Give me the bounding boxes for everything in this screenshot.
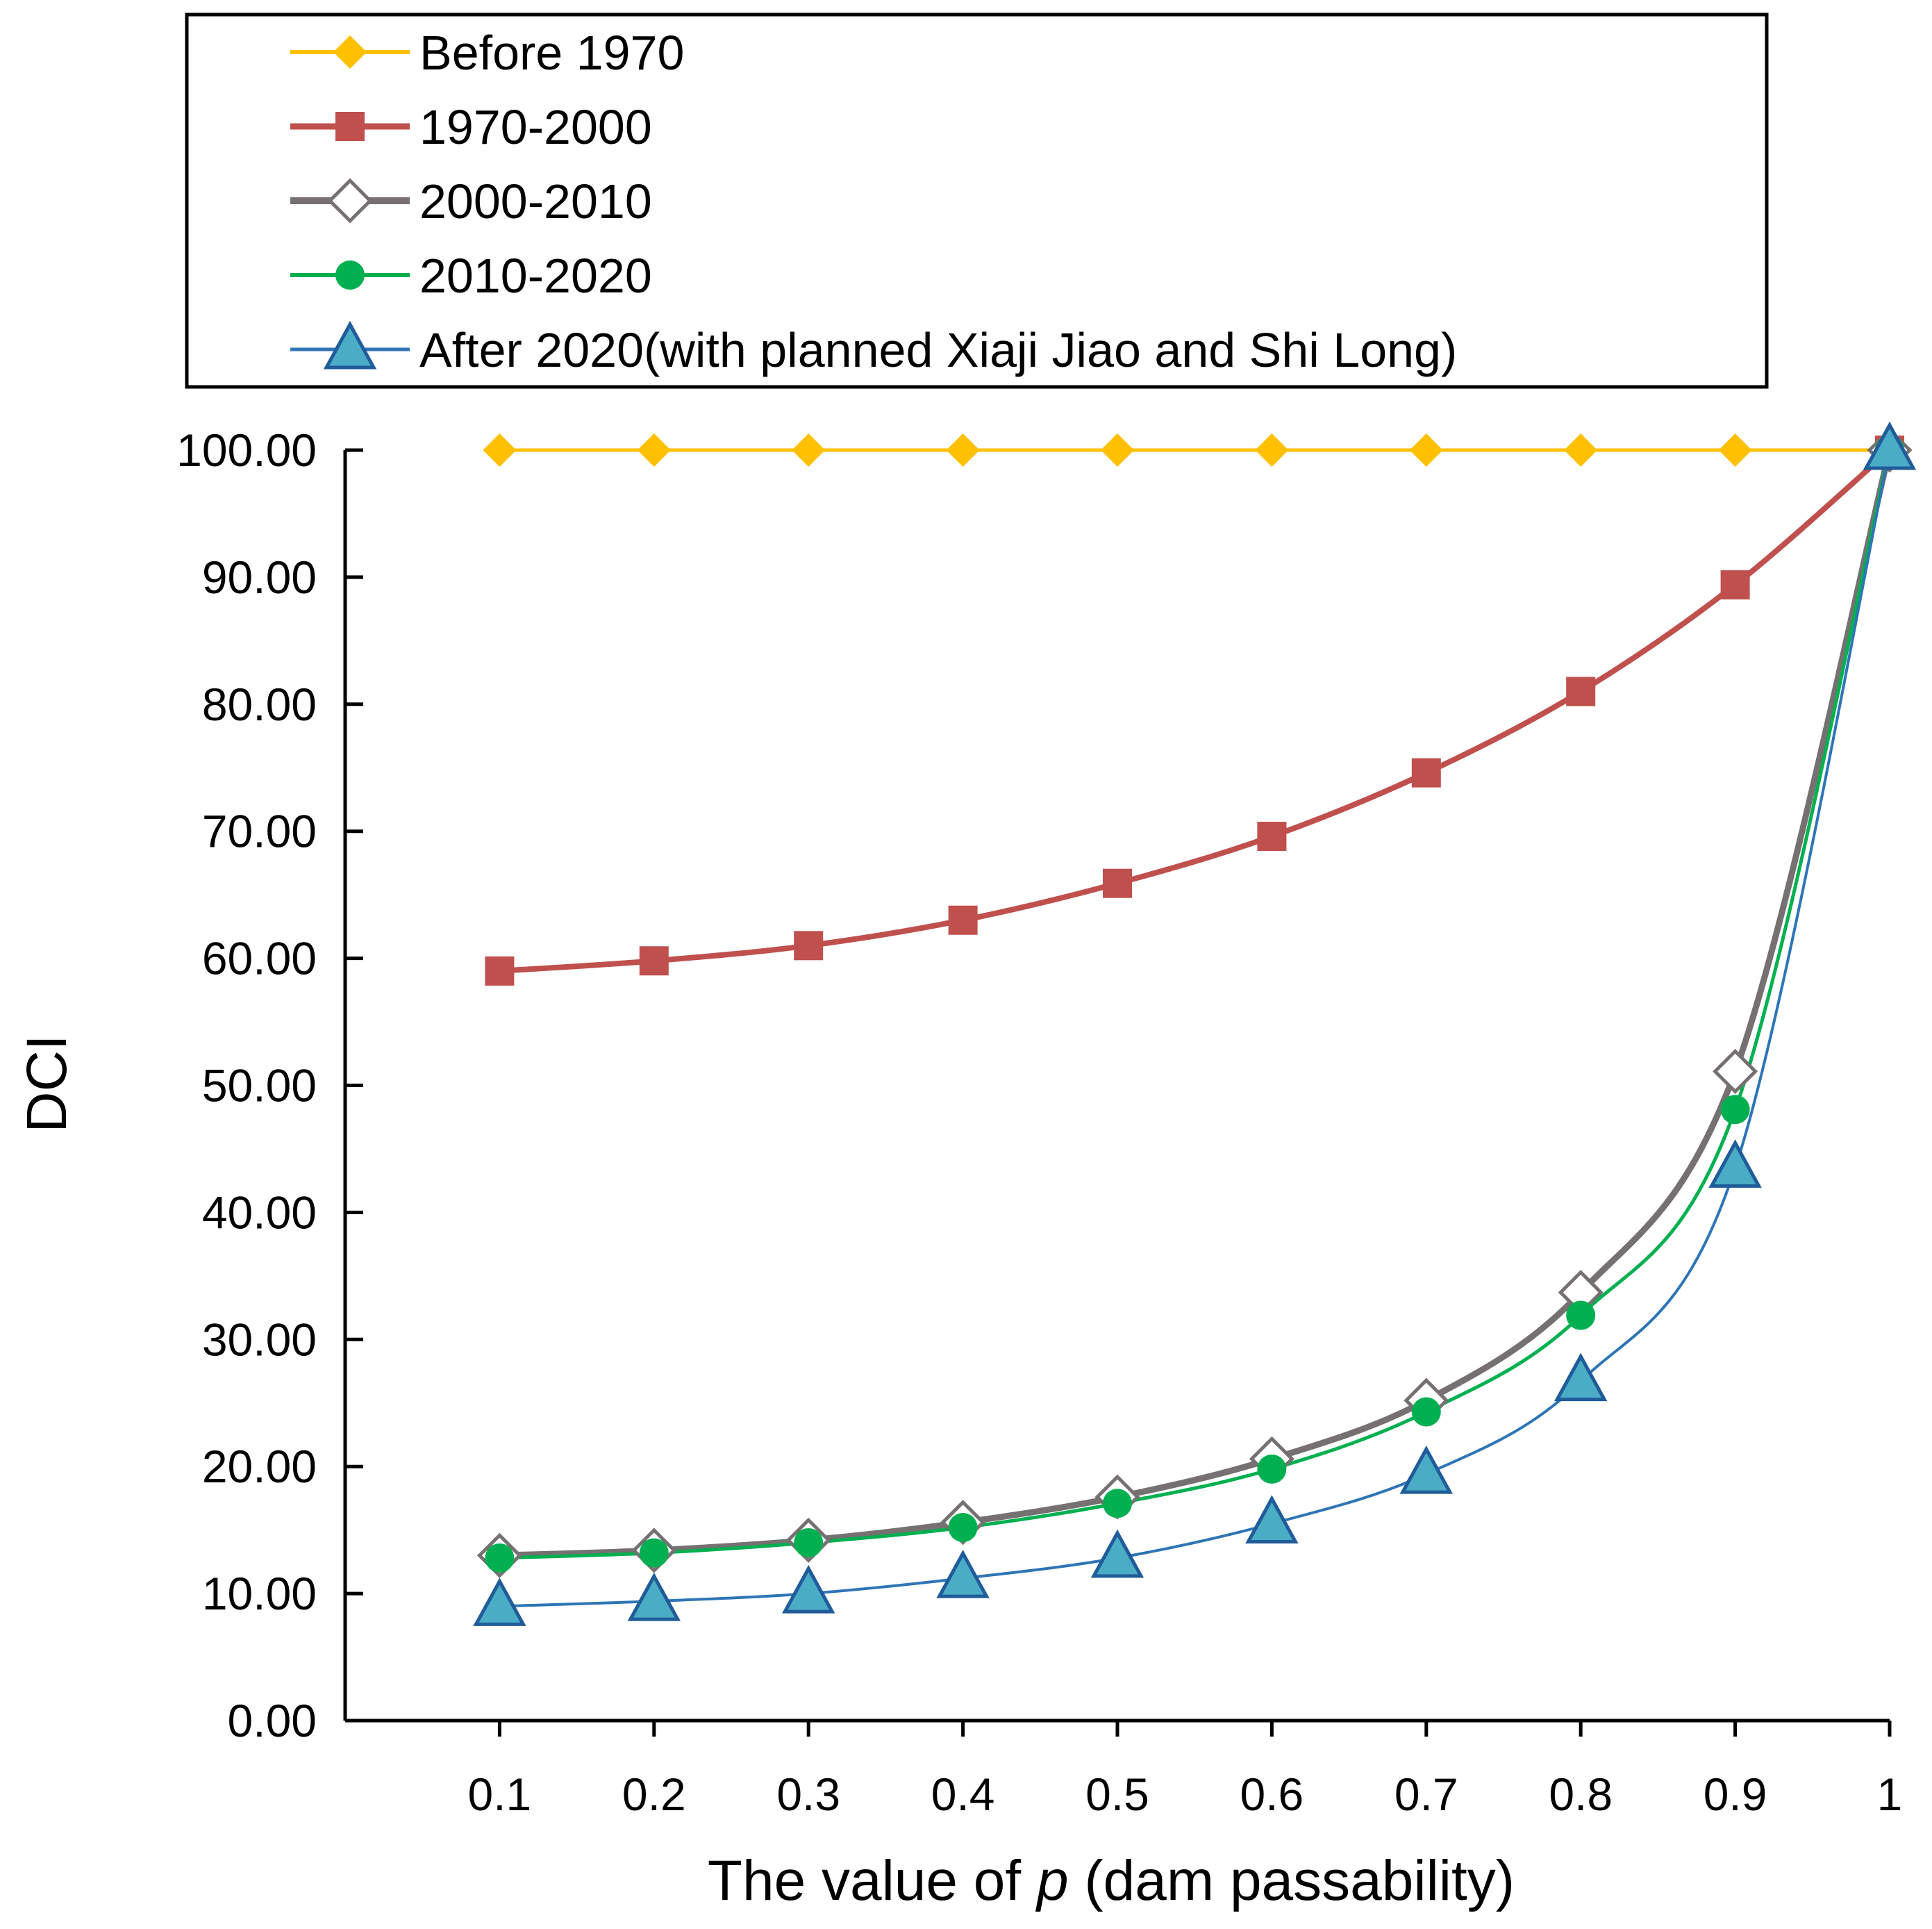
x-tick-label: 0.6 bbox=[1240, 1769, 1304, 1820]
series-5-point bbox=[1863, 421, 1917, 470]
x-tick-label: 0.4 bbox=[931, 1769, 995, 1820]
series-2-point bbox=[1257, 822, 1287, 852]
x-axis-title: The value of p (dam passability) bbox=[708, 1849, 1515, 1912]
series-3-point bbox=[1713, 1048, 1758, 1094]
series-4-point bbox=[1720, 1095, 1750, 1125]
x-axis-title-variable: p bbox=[1035, 1849, 1069, 1912]
y-tick-label: 20.00 bbox=[202, 1441, 317, 1492]
series-4-point bbox=[1566, 1300, 1596, 1330]
legend-label: After 2020(with planned Xiaji Jiao and S… bbox=[419, 323, 1457, 377]
y-tick-label: 90.00 bbox=[202, 552, 317, 603]
legend-swatch-marker bbox=[333, 35, 367, 69]
series-2-point bbox=[1411, 758, 1441, 788]
y-tick-label: 30.00 bbox=[202, 1314, 317, 1365]
legend-entry: Before 1970 bbox=[290, 26, 684, 80]
y-tick-label: 10.00 bbox=[202, 1568, 317, 1619]
legend-label: 2010-2020 bbox=[419, 249, 652, 303]
series-1-point bbox=[1101, 433, 1134, 467]
legend-swatch-marker bbox=[327, 178, 373, 224]
series-2-point bbox=[639, 946, 669, 976]
x-axis-title-prefix: The value of bbox=[708, 1849, 1037, 1912]
series-5-point bbox=[936, 1549, 990, 1598]
series-line-5 bbox=[499, 449, 1891, 1608]
series-1-point bbox=[483, 433, 517, 467]
series-1-point bbox=[637, 433, 671, 467]
series-4-point bbox=[1257, 1454, 1287, 1484]
series-1-point bbox=[1718, 433, 1752, 467]
x-tick-label: 0.8 bbox=[1549, 1769, 1613, 1820]
series-line-3 bbox=[499, 449, 1893, 1559]
series-2-point bbox=[1720, 570, 1750, 599]
series-4-point bbox=[948, 1512, 978, 1542]
series-4-point bbox=[485, 1543, 515, 1573]
series-5-point bbox=[781, 1564, 835, 1614]
legend-label: Before 1970 bbox=[419, 26, 684, 80]
y-tick-label: 100.00 bbox=[176, 424, 317, 476]
legend: Before 1970 1970-2000 2000-2010 2010-2020 Af… bbox=[185, 13, 1769, 389]
series-2-point bbox=[1103, 868, 1132, 898]
series-2-point bbox=[485, 956, 515, 986]
series-5-point bbox=[1090, 1529, 1144, 1578]
series-1-point bbox=[792, 433, 826, 467]
series-1-point bbox=[1255, 433, 1289, 467]
series-5-point bbox=[473, 1578, 526, 1626]
series-5-point bbox=[627, 1572, 681, 1621]
y-tick-label: 50.00 bbox=[202, 1060, 317, 1111]
legend-entry: 1970-2000 bbox=[290, 100, 652, 154]
x-tick-label: 0.3 bbox=[776, 1769, 840, 1820]
series-1-point bbox=[946, 433, 980, 467]
x-tick-label: 0.1 bbox=[468, 1769, 532, 1820]
x-tick-label: 0.2 bbox=[622, 1769, 686, 1820]
legend-label: 2000-2010 bbox=[419, 174, 652, 229]
legend-swatch-marker bbox=[335, 260, 365, 290]
series-4-point bbox=[794, 1528, 824, 1557]
x-tick-label: 0.9 bbox=[1704, 1769, 1767, 1820]
legend-swatch-marker bbox=[335, 112, 365, 141]
series-2-point bbox=[948, 905, 978, 935]
y-tick-label: 80.00 bbox=[202, 679, 317, 730]
series-4-point bbox=[639, 1538, 669, 1568]
series-5-point bbox=[1554, 1352, 1608, 1402]
series-1-point bbox=[1409, 433, 1443, 467]
x-axis-title-suffix: (dam passability) bbox=[1069, 1849, 1515, 1912]
legend-box bbox=[185, 13, 1769, 389]
legend-entry: 2010-2020 bbox=[290, 249, 652, 303]
x-tick-label: 0.5 bbox=[1085, 1769, 1149, 1820]
y-tick-label: 60.00 bbox=[202, 933, 317, 984]
y-tick-label: 70.00 bbox=[202, 806, 317, 857]
series-5-point bbox=[1399, 1445, 1454, 1494]
x-tick-label: 1 bbox=[1877, 1769, 1903, 1820]
series-5-point bbox=[1708, 1139, 1762, 1188]
series-line-2 bbox=[499, 447, 1892, 974]
y-tick-label: 0.00 bbox=[228, 1695, 317, 1746]
x-tick-label: 0.7 bbox=[1394, 1769, 1458, 1820]
series-1-point bbox=[1564, 433, 1598, 467]
y-axis-title: DCI bbox=[15, 1034, 78, 1132]
series-5-point bbox=[1245, 1495, 1299, 1544]
axes: 0.00 10.00 20.00 30.00 40.00 50.00 60.00 70.00 8… bbox=[176, 424, 1902, 1820]
y-tick-label: 40.00 bbox=[202, 1186, 317, 1238]
legend-entry: After 2020(with planned Xiaji Jiao and S… bbox=[290, 320, 1457, 377]
series-2-point bbox=[1566, 677, 1596, 706]
series-markers bbox=[473, 421, 1917, 1626]
series-2-point bbox=[794, 931, 824, 961]
legend-label: 1970-2000 bbox=[419, 100, 652, 154]
legend-entry: 2000-2010 bbox=[290, 174, 652, 229]
series-4-point bbox=[1103, 1489, 1132, 1518]
series-4-point bbox=[1411, 1397, 1441, 1427]
series-lines bbox=[499, 447, 1893, 1608]
legend-swatch-marker bbox=[323, 320, 377, 370]
